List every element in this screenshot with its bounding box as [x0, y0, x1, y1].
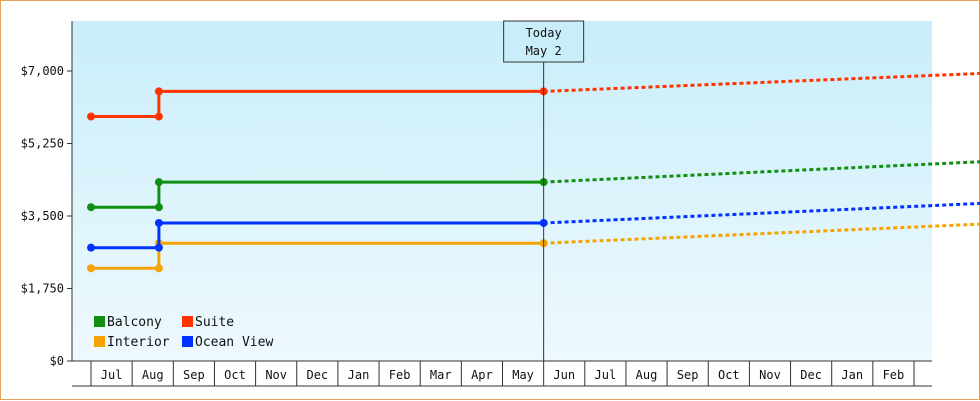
series-point [87, 243, 95, 252]
series-point [154, 264, 163, 273]
series-line-actual [91, 180, 544, 209]
x-tick-label: Feb [389, 368, 411, 382]
x-tick-label: Sep [677, 368, 699, 382]
x-tick-label: Nov [759, 368, 781, 382]
x-tick-label: Dec [800, 368, 822, 382]
today-date: May 2 [526, 44, 562, 58]
x-tick-label: Aug [636, 368, 658, 382]
x-tick-label: Jun [553, 368, 575, 382]
series-point [154, 178, 163, 187]
x-tick-label: Jan [841, 368, 863, 382]
series-point [87, 203, 95, 212]
series-point [87, 112, 95, 121]
x-tick-label: Jul [595, 368, 617, 382]
legend-label: Interior [107, 335, 170, 350]
y-tick-label: $1,750 [21, 282, 64, 296]
series-point [154, 243, 163, 252]
series-line-actual [91, 89, 544, 118]
y-tick-label: $3,500 [21, 209, 64, 223]
y-tick-label: $7,000 [21, 64, 64, 78]
series-point [87, 264, 95, 273]
series-line-actual [91, 221, 544, 250]
legend-label: Ocean View [195, 335, 273, 350]
x-tick-label: May [512, 368, 534, 382]
legend-label: Balcony [107, 315, 162, 330]
series-point [154, 218, 163, 227]
x-tick-label: Sep [183, 368, 205, 382]
series-point [154, 112, 163, 121]
series-line-projected [543, 222, 980, 245]
series-point [154, 87, 163, 96]
series-line-projected [543, 160, 980, 184]
x-tick-label: Aug [142, 368, 164, 382]
series-point [154, 203, 163, 212]
series-line-projected [543, 71, 980, 93]
y-tick-label: $5,250 [21, 137, 64, 151]
x-tick-label: Oct [718, 368, 740, 382]
x-tick-label: Nov [265, 368, 287, 382]
x-tick-label: Feb [883, 368, 905, 382]
x-tick-label: Mar [430, 368, 452, 382]
x-tick-label: Jul [101, 368, 123, 382]
x-tick-label: Dec [306, 368, 328, 382]
legend-swatch [94, 336, 105, 347]
legend-swatch [182, 316, 193, 327]
legend-swatch [182, 336, 193, 347]
legend-label: Suite [195, 315, 234, 330]
legend-swatch [94, 316, 105, 327]
x-tick-label: Jan [348, 368, 370, 382]
today-label: Today [526, 26, 562, 40]
x-tick-label: Oct [224, 368, 246, 382]
series-line-actual [91, 241, 544, 270]
plot-background [72, 21, 932, 361]
today-box [503, 20, 585, 63]
y-tick-label: $0 [50, 354, 64, 368]
series-line-projected [543, 201, 980, 225]
x-tick-label: Apr [471, 368, 493, 382]
